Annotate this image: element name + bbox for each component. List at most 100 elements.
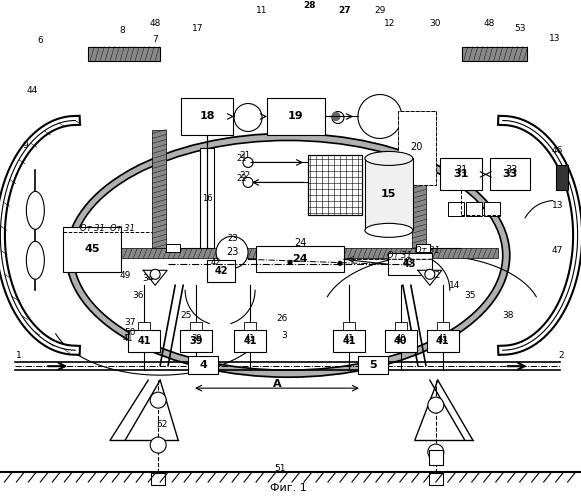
Circle shape bbox=[234, 104, 262, 132]
Text: 37: 37 bbox=[124, 318, 136, 326]
Bar bbox=[181, 98, 233, 136]
Bar bbox=[128, 330, 160, 352]
Ellipse shape bbox=[365, 152, 413, 166]
Text: 42: 42 bbox=[211, 258, 221, 267]
Text: 48: 48 bbox=[484, 19, 496, 28]
Bar bbox=[166, 244, 180, 252]
Bar bbox=[244, 322, 256, 330]
Circle shape bbox=[150, 392, 166, 408]
Bar bbox=[308, 156, 362, 216]
Text: 52: 52 bbox=[156, 420, 168, 428]
Circle shape bbox=[150, 270, 160, 280]
Bar bbox=[358, 356, 388, 374]
Text: 24: 24 bbox=[292, 254, 308, 264]
Bar bbox=[333, 330, 365, 352]
Text: 41: 41 bbox=[123, 334, 134, 342]
Text: 50: 50 bbox=[124, 328, 136, 336]
Circle shape bbox=[428, 397, 444, 413]
Bar bbox=[138, 322, 150, 330]
Text: 13: 13 bbox=[549, 34, 561, 43]
Bar bbox=[416, 244, 430, 252]
Bar bbox=[448, 202, 464, 216]
Text: 18: 18 bbox=[199, 112, 215, 122]
Text: 22: 22 bbox=[239, 171, 250, 180]
Text: 2: 2 bbox=[559, 350, 565, 360]
Text: 32: 32 bbox=[429, 271, 440, 280]
Circle shape bbox=[332, 112, 340, 120]
Text: 33: 33 bbox=[505, 166, 518, 175]
Text: 38: 38 bbox=[502, 310, 514, 320]
Text: 21: 21 bbox=[239, 151, 251, 160]
Text: 23: 23 bbox=[228, 234, 238, 243]
Circle shape bbox=[243, 178, 253, 188]
Bar bbox=[466, 202, 482, 216]
Bar bbox=[190, 322, 202, 330]
Circle shape bbox=[338, 262, 342, 266]
Bar bbox=[207, 260, 235, 282]
Circle shape bbox=[358, 94, 402, 138]
Bar bbox=[555, 166, 568, 190]
Bar bbox=[365, 158, 413, 230]
Text: 41: 41 bbox=[342, 336, 356, 346]
Circle shape bbox=[428, 444, 444, 460]
Text: 41: 41 bbox=[245, 334, 255, 342]
Polygon shape bbox=[418, 270, 442, 285]
Bar bbox=[180, 330, 212, 352]
Bar bbox=[412, 130, 426, 248]
Bar bbox=[385, 330, 417, 352]
Text: От 31: От 31 bbox=[388, 251, 413, 260]
Text: 11: 11 bbox=[256, 6, 268, 15]
Polygon shape bbox=[143, 270, 167, 285]
Bar bbox=[490, 158, 530, 190]
Bar bbox=[78, 248, 498, 258]
Text: 30: 30 bbox=[429, 19, 440, 28]
Text: 41: 41 bbox=[344, 334, 354, 342]
Bar bbox=[440, 158, 482, 190]
Ellipse shape bbox=[65, 132, 511, 378]
Circle shape bbox=[425, 270, 435, 280]
Text: 6: 6 bbox=[37, 36, 43, 45]
Text: От 31: От 31 bbox=[110, 224, 135, 233]
Text: 29: 29 bbox=[374, 6, 386, 15]
Circle shape bbox=[150, 437, 166, 453]
Bar bbox=[429, 450, 443, 465]
Text: 22: 22 bbox=[237, 174, 248, 183]
Bar bbox=[388, 254, 432, 276]
Bar bbox=[395, 322, 407, 330]
Ellipse shape bbox=[26, 242, 44, 280]
Text: 31: 31 bbox=[456, 166, 468, 175]
Text: 39: 39 bbox=[191, 334, 202, 342]
Bar bbox=[343, 322, 355, 330]
Bar bbox=[63, 228, 121, 272]
Text: 4: 4 bbox=[199, 360, 207, 370]
Bar bbox=[462, 46, 527, 60]
Bar bbox=[88, 46, 160, 60]
Text: 8: 8 bbox=[119, 26, 125, 35]
Text: 36: 36 bbox=[132, 291, 144, 300]
Text: А: А bbox=[272, 379, 281, 389]
Bar bbox=[256, 246, 344, 272]
Text: 41: 41 bbox=[138, 336, 151, 346]
Text: 16: 16 bbox=[202, 194, 213, 203]
Text: Фиг. 1: Фиг. 1 bbox=[270, 483, 306, 493]
Text: 19: 19 bbox=[288, 112, 304, 122]
Text: 47: 47 bbox=[552, 246, 564, 255]
Text: 7: 7 bbox=[152, 35, 158, 44]
Ellipse shape bbox=[365, 224, 413, 237]
Bar bbox=[188, 356, 218, 374]
Ellipse shape bbox=[26, 192, 44, 230]
Circle shape bbox=[243, 158, 253, 168]
Text: 17: 17 bbox=[192, 24, 204, 33]
Text: 5: 5 bbox=[369, 360, 376, 370]
Text: 23: 23 bbox=[226, 248, 238, 258]
Text: 41: 41 bbox=[437, 334, 448, 342]
Text: От 31: От 31 bbox=[80, 224, 105, 233]
Text: 40: 40 bbox=[396, 334, 406, 342]
Text: 24: 24 bbox=[294, 238, 306, 248]
Bar bbox=[308, 156, 362, 216]
Text: 9: 9 bbox=[23, 141, 28, 150]
Text: 20: 20 bbox=[411, 142, 423, 152]
Text: 13: 13 bbox=[552, 201, 564, 210]
Text: 33: 33 bbox=[502, 170, 517, 179]
Text: 39: 39 bbox=[189, 336, 203, 346]
